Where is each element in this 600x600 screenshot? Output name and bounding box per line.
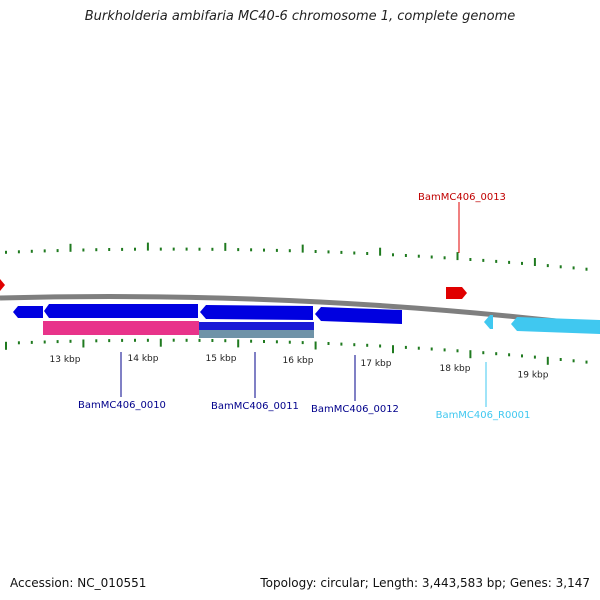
trna-marker-edge — [0, 279, 5, 291]
scale-label: 17 kbp — [361, 359, 392, 369]
gene-label-BamMC406_R0001[interactable]: BamMC406_R0001 — [436, 410, 531, 421]
gene-label-BamMC406_0010[interactable]: BamMC406_0010 — [78, 400, 166, 411]
gene-arrow-c[interactable] — [315, 307, 402, 324]
gene-label-BamMC406_0013[interactable]: BamMC406_0013 — [418, 192, 506, 203]
gene-label-BamMC406_0011[interactable]: BamMC406_0011 — [211, 401, 299, 412]
scale-label: 19 kbp — [518, 370, 549, 380]
gene-BamMC406_0013[interactable] — [446, 287, 467, 299]
map-title: Burkholderia ambifaria MC40-6 chromosome… — [84, 9, 516, 24]
scale-label: 18 kbp — [440, 364, 471, 374]
gene-BamMC406_0010-bar[interactable] — [43, 321, 199, 335]
gene-BamMC406_0011-bar-top[interactable] — [199, 322, 314, 330]
scale-label: 14 kbp — [128, 354, 159, 364]
gene-BamMC406_0011-bar-bottom[interactable] — [199, 330, 314, 338]
gene-arrow-b[interactable] — [200, 305, 313, 320]
accession-text: Accession: NC_010551 — [10, 576, 147, 590]
gene-arrow-a[interactable] — [44, 304, 198, 318]
outer-tick-ring — [5, 242, 588, 271]
chromosome-backbone — [0, 294, 600, 329]
inner-tick-ring — [5, 338, 588, 365]
topology-text: Topology: circular; Length: 3,443,583 bp… — [260, 576, 590, 590]
gene-BamMC406_R0001[interactable] — [511, 317, 600, 334]
gene-label-BamMC406_0012[interactable]: BamMC406_0012 — [311, 404, 399, 415]
scale-label: 15 kbp — [206, 354, 237, 364]
scale-label: 16 kbp — [283, 356, 314, 366]
scale-labels: 13 kbp 14 kbp 15 kbp 16 kbp 17 kbp 18 kbp 19 k… — [50, 354, 549, 381]
scale-label: 13 kbp — [50, 355, 81, 365]
rrna-arrow-small[interactable] — [484, 315, 493, 329]
gene-arrow-edge[interactable] — [13, 306, 43, 318]
